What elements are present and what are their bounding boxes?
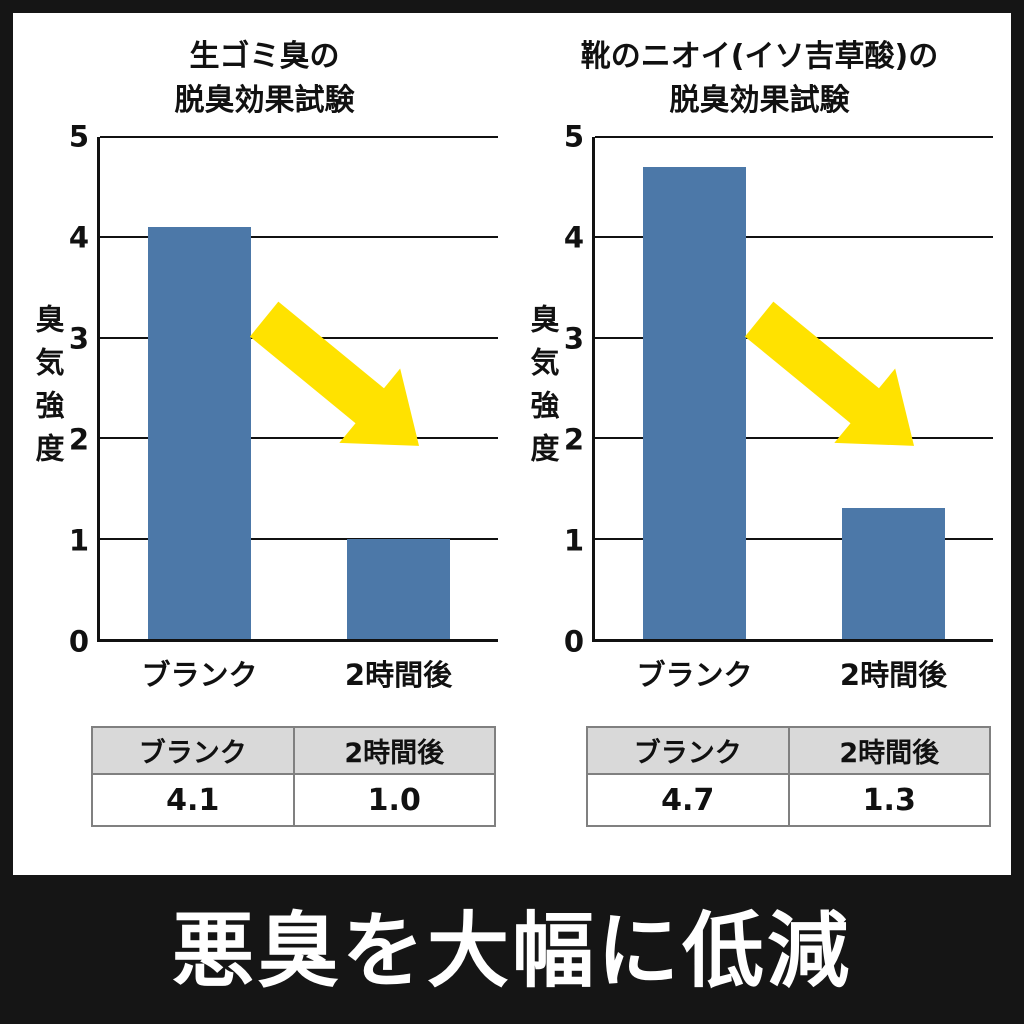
y-tick-label: 4 — [563, 220, 584, 255]
result-table: ブランク 2時間後 4.1 1.0 — [91, 726, 496, 827]
y-axis-title-text: 臭気強度 — [526, 303, 560, 476]
y-tick-label: 5 — [68, 119, 89, 154]
x-category-label: 2時間後 — [344, 658, 453, 692]
bar — [642, 167, 747, 639]
y-tick-label: 2 — [68, 422, 89, 457]
y-tick-label: 2 — [563, 422, 584, 457]
x-category-label: ブランク — [141, 658, 258, 692]
bar-slot — [595, 137, 794, 639]
gridline — [595, 437, 993, 440]
chart-title-line-1: 生ゴミ臭の — [189, 39, 340, 74]
chart-title: 生ゴミ臭の 脱臭効果試験 — [31, 35, 498, 127]
bar-slot — [100, 137, 299, 639]
y-axis: 5 4 3 2 1 0 — [560, 122, 592, 656]
table-value-cell: 4.7 — [588, 775, 788, 825]
gridline — [100, 437, 498, 440]
y-tick-label: 4 — [68, 220, 89, 255]
y-tick-label: 0 — [563, 624, 584, 659]
gridline — [595, 537, 993, 540]
y-axis-title: 臭気強度 — [526, 137, 560, 642]
chart-title-line-2: 脱臭効果試験 — [174, 82, 355, 118]
decrease-arrow-shape — [745, 301, 915, 446]
table-header-row: ブランク 2時間後 — [93, 728, 494, 773]
table-header-cell: ブランク — [588, 728, 788, 773]
y-axis-title: 臭気強度 — [31, 137, 65, 642]
bars — [100, 137, 498, 639]
y-tick-label: 3 — [563, 321, 584, 356]
gridline — [100, 236, 498, 239]
result-table: ブランク 2時間後 4.7 1.3 — [586, 726, 991, 827]
y-tick-label: 1 — [68, 523, 89, 558]
bar — [346, 538, 451, 639]
chart-title-line-2: 脱臭効果試験 — [669, 82, 850, 118]
y-tick-label: 0 — [68, 624, 89, 659]
gridline — [595, 236, 993, 239]
gridline — [595, 136, 993, 138]
table-value-cell: 1.3 — [787, 775, 989, 825]
chart-body: 臭気強度 5 4 3 2 1 0 — [31, 122, 498, 656]
y-tick-label: 5 — [563, 119, 584, 154]
bar-slot — [794, 137, 993, 639]
table-value-cell: 1.0 — [292, 775, 494, 825]
x-labels: ブランク 2時間後 — [100, 642, 498, 694]
table-value-row: 4.7 1.3 — [588, 773, 989, 825]
table-header-row: ブランク 2時間後 — [588, 728, 989, 773]
x-labels: ブランク 2時間後 — [595, 642, 993, 694]
gridline — [100, 136, 498, 138]
x-category-label: ブランク — [636, 658, 753, 692]
bar — [147, 227, 252, 639]
bar-slot — [299, 137, 498, 639]
table-value-row: 4.1 1.0 — [93, 773, 494, 825]
bars — [595, 137, 993, 639]
gridline — [100, 537, 498, 540]
y-axis-title-text: 臭気強度 — [31, 303, 65, 476]
decrease-arrow-icon — [745, 301, 915, 446]
y-axis: 5 4 3 2 1 0 — [65, 122, 97, 656]
table-header-cell: 2時間後 — [292, 728, 494, 773]
chart-body: 臭気強度 5 4 3 2 1 0 — [526, 122, 993, 656]
plot-area — [592, 136, 993, 642]
y-tick-label: 3 — [68, 321, 89, 356]
banner-text: 悪臭を大幅に低減 — [171, 903, 852, 999]
bottom-banner: 悪臭を大幅に低減 — [13, 875, 1011, 1011]
y-tick-label: 1 — [563, 523, 584, 558]
table-value-cell: 4.1 — [93, 775, 293, 825]
x-category-label: 2時間後 — [839, 658, 948, 692]
plot-area — [97, 136, 498, 642]
table-header-cell: ブランク — [93, 728, 293, 773]
chart-title: 靴のニオイ(イソ吉草酸)の 脱臭効果試験 — [526, 35, 993, 127]
decrease-arrow-shape — [250, 301, 420, 446]
bar — [841, 508, 946, 639]
chart-title-line-1: 靴のニオイ(イソ吉草酸)の — [580, 39, 939, 74]
decrease-arrow-icon — [250, 301, 420, 446]
table-header-cell: 2時間後 — [787, 728, 989, 773]
